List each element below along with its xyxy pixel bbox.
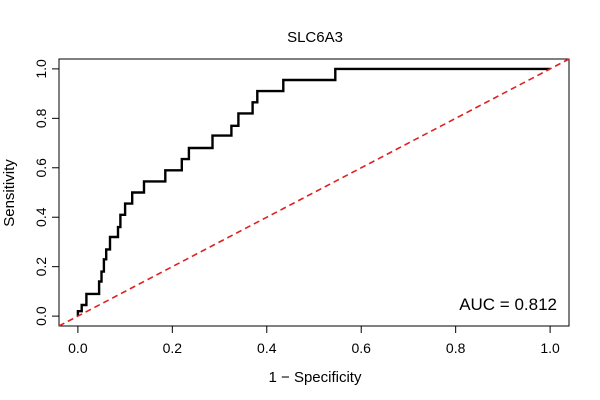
- roc-curve-line: [76, 67, 551, 317]
- y-tick-label: 0.4: [33, 207, 49, 227]
- reference-diagonal-line: [58, 58, 570, 327]
- chart-title: SLC6A3: [287, 29, 343, 46]
- x-tick-label: 1.0: [540, 340, 560, 356]
- auc-annotation: AUC = 0.812: [459, 295, 557, 314]
- y-tick-label: 1.0: [33, 59, 49, 79]
- x-tick-label: 0.6: [351, 340, 371, 356]
- x-tick-label: 0.0: [68, 340, 88, 356]
- y-axis: 0.0 0.2 0.4 0.6 0.8 1.0: [33, 59, 59, 326]
- x-tick-label: 0.4: [257, 340, 277, 356]
- x-tick-label: 0.2: [163, 340, 183, 356]
- y-axis-label: Sensitivity: [1, 159, 18, 227]
- y-tick-label: 0.6: [33, 158, 49, 178]
- x-axis: 0.0 0.2 0.4 0.6 0.8 1.0: [68, 326, 560, 356]
- x-tick-label: 0.8: [446, 340, 466, 356]
- x-axis-label: 1 − Specificity: [269, 369, 362, 386]
- y-tick-label: 0.0: [33, 306, 49, 326]
- plot-frame: [58, 58, 570, 327]
- y-tick-label: 0.2: [33, 257, 49, 277]
- series-layer: [58, 58, 570, 327]
- y-tick-label: 0.8: [33, 108, 49, 128]
